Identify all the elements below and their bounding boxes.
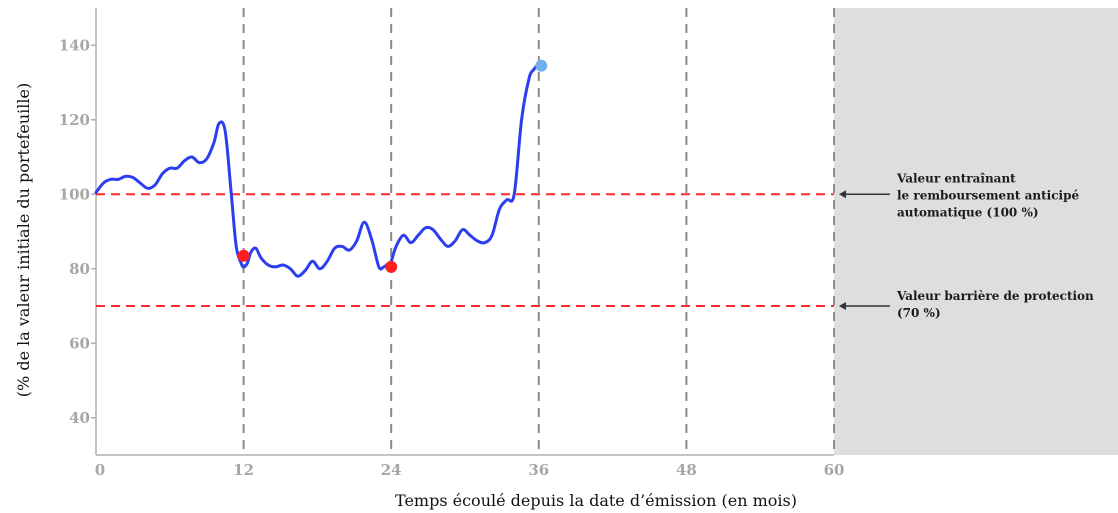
x-tick-labels: 0 12 24 36 48 60 — [95, 461, 845, 479]
x-tick-label: 48 — [676, 461, 697, 479]
annotation-text: automatique (100 %) — [897, 205, 1039, 219]
axes — [95, 8, 834, 456]
x-axis-title: Temps écoulé depuis la date d’émission (… — [395, 491, 797, 510]
marker-point-0 — [237, 249, 250, 262]
annotation-text: (70 %) — [897, 306, 941, 320]
annotation-arrowhead — [839, 190, 846, 199]
annotation-text: Valeur entraînant — [896, 171, 1016, 185]
x-tick-label: 60 — [824, 461, 845, 479]
annotation-text: le remboursement anticipé — [897, 188, 1079, 202]
markers — [237, 59, 548, 273]
x-tick-label: 24 — [381, 461, 402, 479]
x-tick-label: 12 — [233, 461, 254, 479]
shaded-region — [834, 8, 1118, 455]
x-tick-label: 0 — [95, 461, 105, 479]
marker-point-2 — [535, 59, 548, 72]
annotation-arrowhead — [839, 302, 846, 310]
reference-lines — [96, 193, 834, 307]
y-tick-label: 120 — [59, 111, 90, 129]
y-tick-label: 140 — [59, 36, 90, 54]
x-tick-label: 36 — [528, 461, 549, 479]
annotation-text: Valeur barrière de protection — [896, 289, 1094, 303]
annotations: Valeur entraînant le remboursement antici… — [839, 171, 1094, 320]
y-tick-label: 40 — [69, 409, 90, 427]
grid-lines — [242, 8, 835, 455]
y-axis-title: (% de la valeur initiale du portefeuille… — [14, 83, 33, 397]
y-tick-label: 60 — [69, 334, 90, 352]
marker-point-1 — [385, 260, 398, 273]
y-tick-label: 100 — [59, 185, 90, 203]
y-tick-label: 80 — [69, 260, 90, 278]
series-line — [94, 62, 546, 278]
y-tick-labels: 40 60 80 100 120 140 — [59, 36, 96, 427]
